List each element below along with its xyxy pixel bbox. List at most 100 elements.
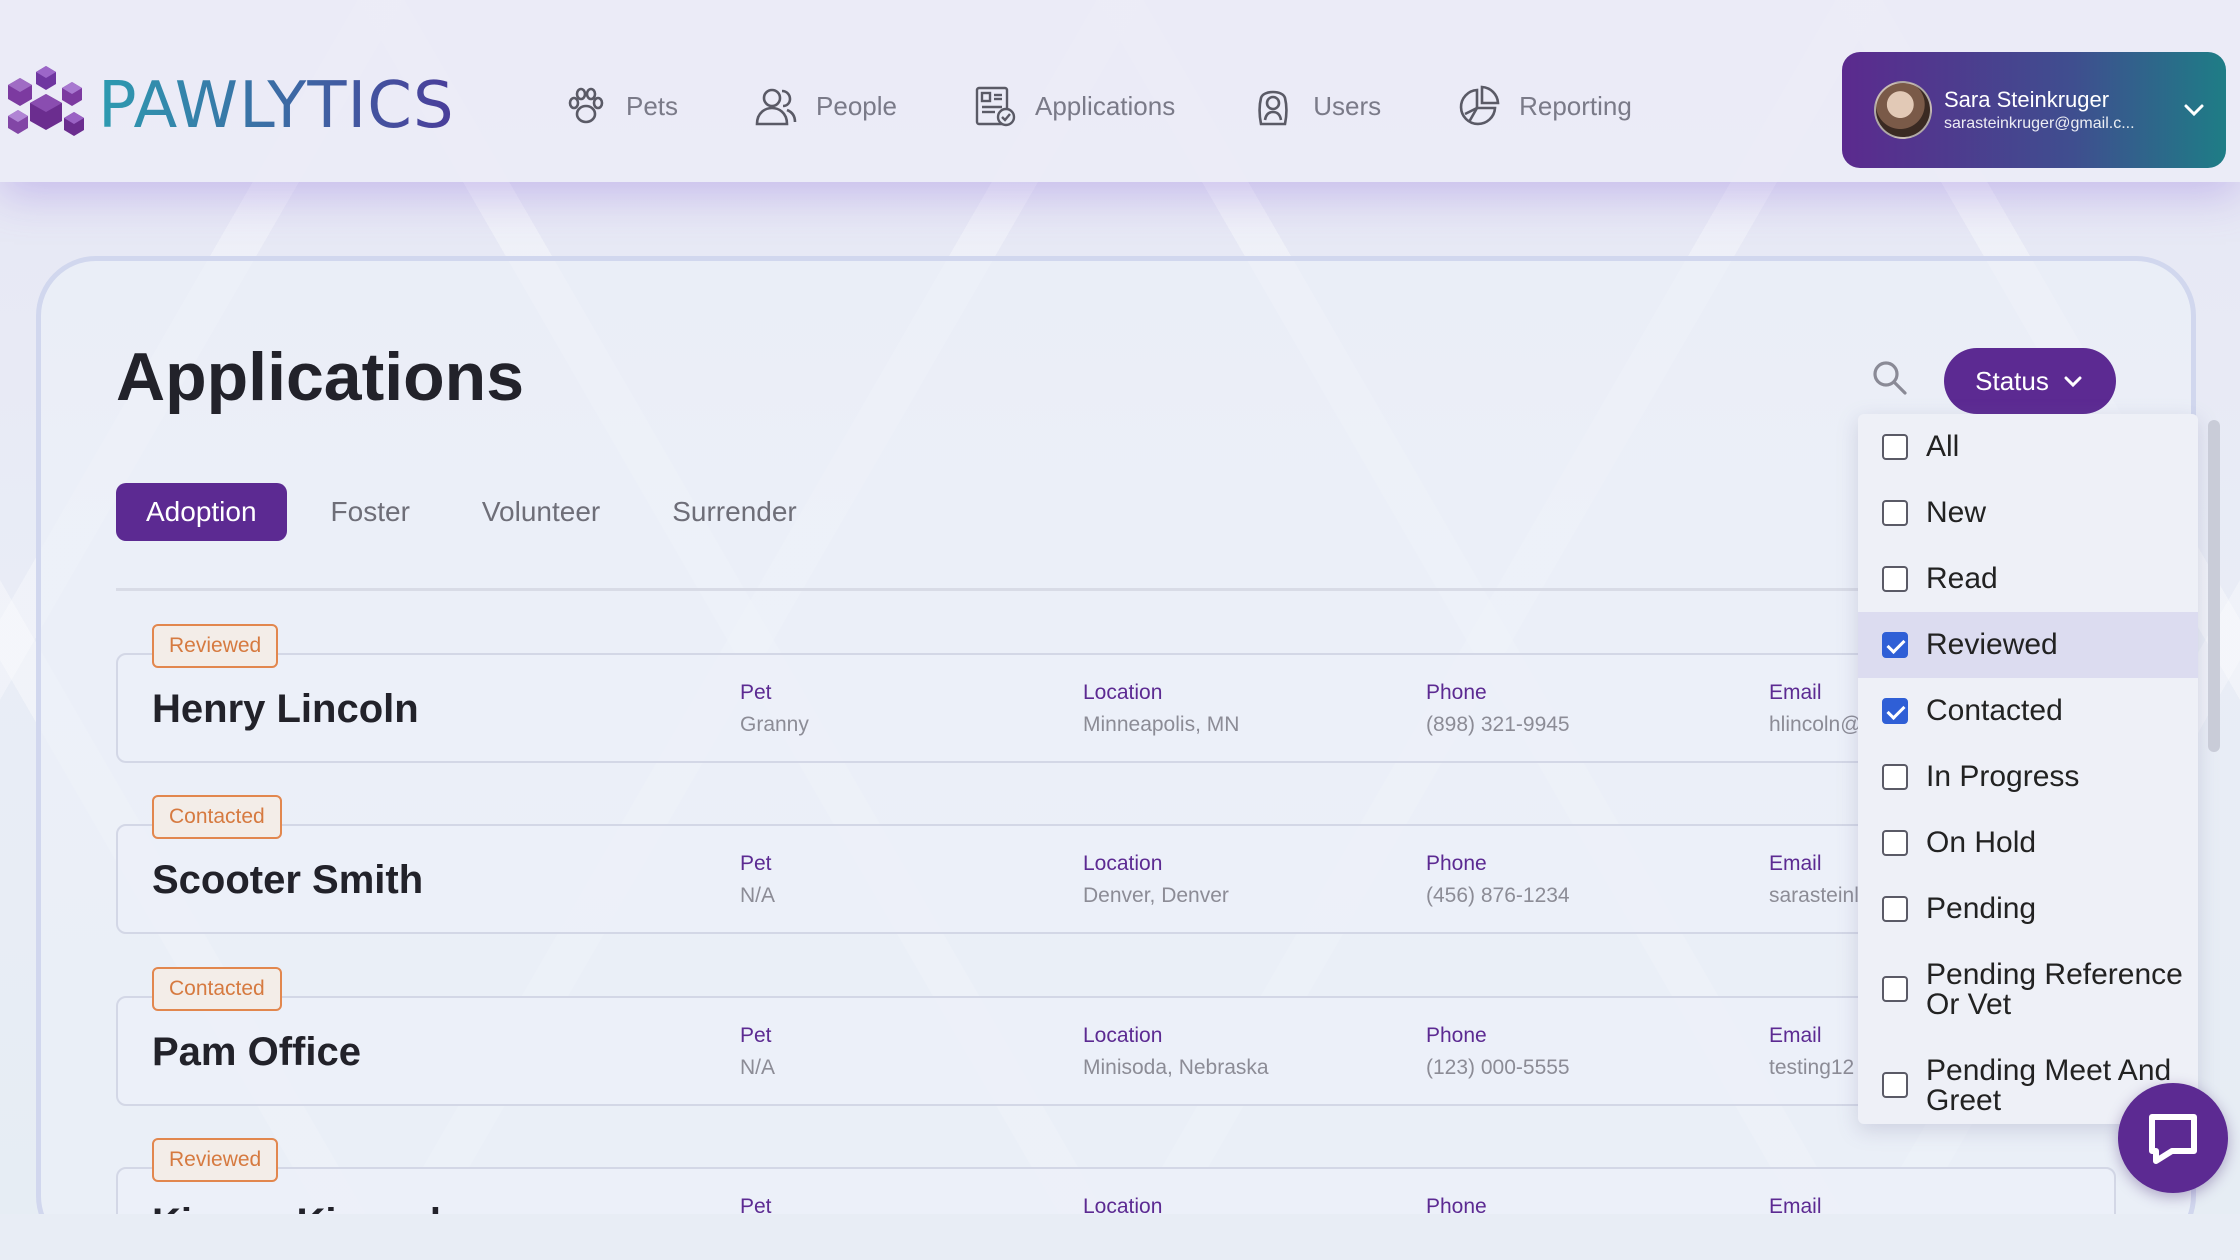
location-field: Location Minneapolis, MN [1083, 681, 1239, 737]
status-option-in-progress[interactable]: In Progress [1858, 744, 2198, 810]
nav-item-reporting[interactable]: Reporting [1457, 84, 1632, 128]
pet-field: Pet N/A [740, 1024, 775, 1080]
user-name: Sara Steinkruger [1944, 87, 2110, 112]
status-checkbox[interactable] [1882, 764, 1908, 790]
phone-field: Phone (898) 321-9945 [1426, 681, 1570, 737]
phone-value: (898) 321-9945 [1426, 713, 1570, 736]
tab-surrender[interactable]: Surrender [672, 496, 797, 527]
status-badge: Contacted [152, 967, 282, 1011]
status-option-label: Read [1926, 562, 1998, 595]
status-option-label: Reviewed [1926, 628, 2058, 661]
status-checkbox[interactable] [1882, 566, 1908, 592]
email-field: Email [1769, 1195, 1822, 1219]
pet-value: Granny [740, 713, 809, 736]
tab-adoption[interactable]: Adoption [116, 483, 287, 541]
location-label: Location [1083, 852, 1163, 875]
paw-icon [568, 87, 604, 124]
location-value: Minneapolis, MN [1083, 713, 1240, 736]
phone-label: Phone [1426, 852, 1487, 875]
bottom-edge [0, 1214, 2240, 1260]
nav-label-users: Users [1313, 90, 1382, 121]
search-icon[interactable] [1870, 358, 1910, 398]
application-type-tabs: Adoption Foster Volunteer Surrender [116, 483, 869, 541]
email-label: Email [1769, 1195, 1822, 1218]
nav-label-applications: Applications [1035, 90, 1176, 121]
chevron-down-icon[interactable] [2180, 96, 2208, 124]
pet-field: Pet Granny [740, 681, 809, 737]
applicant-name: Scooter Smith [152, 858, 424, 902]
pet-field: Pet [740, 1195, 772, 1219]
pet-value: N/A [740, 884, 776, 907]
avatar [1874, 81, 1932, 139]
pet-label: Pet [740, 681, 772, 704]
status-checkbox[interactable] [1882, 830, 1908, 856]
status-checkbox[interactable] [1882, 632, 1908, 658]
email-value: sarasteinl [1769, 884, 1859, 907]
status-option-label: All [1926, 430, 1960, 463]
page-title: Applications [116, 339, 525, 415]
nav-item-pets[interactable]: Pets [564, 84, 678, 128]
location-label: Location [1083, 681, 1163, 704]
location-label: Location [1083, 1195, 1163, 1218]
phone-value: (456) 876-1234 [1426, 884, 1570, 907]
app-logo[interactable]: PAWLYTICS [4, 64, 455, 148]
email-value: testing12 [1769, 1056, 1855, 1079]
applications-icon [975, 86, 1016, 127]
phone-field: Phone [1426, 1195, 1487, 1219]
status-checkbox[interactable] [1882, 500, 1908, 526]
tab-volunteer[interactable]: Volunteer [481, 496, 601, 527]
cube-logo-icon [8, 66, 84, 136]
status-option-label: In Progress [1926, 760, 2080, 793]
pet-label: Pet [740, 852, 772, 875]
status-filter-button[interactable]: Status [1944, 348, 2116, 414]
status-checkbox[interactable] [1882, 698, 1908, 724]
nav-item-applications[interactable]: Applications [973, 84, 1175, 128]
status-option-all[interactable]: All [1858, 414, 2198, 480]
status-checkbox[interactable] [1882, 1072, 1908, 1098]
tab-foster[interactable]: Foster [330, 496, 410, 527]
status-option-reviewed[interactable]: Reviewed [1858, 612, 2198, 678]
application-row[interactable]: Henry Lincoln Pet Granny Location Minnea… [116, 653, 2116, 763]
location-field: Location Denver, Denver [1083, 852, 1229, 908]
phone-label: Phone [1426, 1024, 1487, 1047]
status-option-pending[interactable]: Pending [1858, 876, 2198, 942]
status-filter-dropdown: All New Read Reviewed Contacted In Progr… [1858, 414, 2198, 1124]
applicant-name: Pam Office [152, 1030, 361, 1074]
pet-label: Pet [740, 1195, 772, 1218]
email-field: Email sarasteinl [1769, 852, 1859, 908]
status-option-label: Pending [1926, 892, 2037, 925]
email-label: Email [1769, 852, 1822, 875]
status-option-on-hold[interactable]: On Hold [1858, 810, 2198, 876]
status-option-label: Pending Meet And Greet [1926, 1054, 2172, 1117]
status-option-new[interactable]: New [1858, 480, 2198, 546]
application-row[interactable]: Pam Office Pet N/A Location Minisoda, Ne… [116, 996, 2116, 1106]
nav-item-people[interactable]: People [754, 84, 897, 128]
main-nav: Pets People Applications [564, 84, 1708, 128]
chat-button[interactable] [2118, 1083, 2228, 1193]
user-menu[interactable]: Sara Steinkruger sarasteinkruger@gmail.c… [1842, 52, 2226, 168]
email-field: Email testing12 [1769, 1024, 1854, 1080]
status-option-read[interactable]: Read [1858, 546, 2198, 612]
status-checkbox[interactable] [1882, 434, 1908, 460]
status-option-pending-reference-or-vet[interactable]: Pending Reference Or Vet [1858, 942, 2198, 1038]
dropdown-scrollbar[interactable] [2208, 420, 2220, 752]
pet-label: Pet [740, 1024, 772, 1047]
user-info: Sara Steinkruger sarasteinkruger@gmail.c… [1944, 87, 2152, 133]
phone-field: Phone (456) 876-1234 [1426, 852, 1570, 908]
email-label: Email [1769, 1024, 1822, 1047]
pet-value: N/A [740, 1056, 776, 1079]
chat-bubble-icon [2149, 1114, 2197, 1164]
location-value: Minisoda, Nebraska [1083, 1056, 1269, 1079]
status-option-label: Pending Reference Or Vet [1926, 958, 2183, 1021]
application-row[interactable]: Scooter Smith Pet N/A Location Denver, D… [116, 824, 2116, 934]
location-field: Location [1083, 1195, 1162, 1219]
pie-chart-icon [1459, 85, 1500, 126]
status-option-pending-meet-and-greet[interactable]: Pending Meet And Greet [1858, 1038, 2198, 1124]
status-checkbox[interactable] [1882, 896, 1908, 922]
status-checkbox[interactable] [1882, 976, 1908, 1002]
status-option-contacted[interactable]: Contacted [1858, 678, 2198, 744]
nav-item-users[interactable]: Users [1251, 84, 1381, 128]
user-email: sarasteinkruger@gmail.c... [1944, 115, 2135, 132]
status-option-label: New [1926, 496, 1987, 529]
nav-label-reporting: Reporting [1519, 90, 1632, 121]
